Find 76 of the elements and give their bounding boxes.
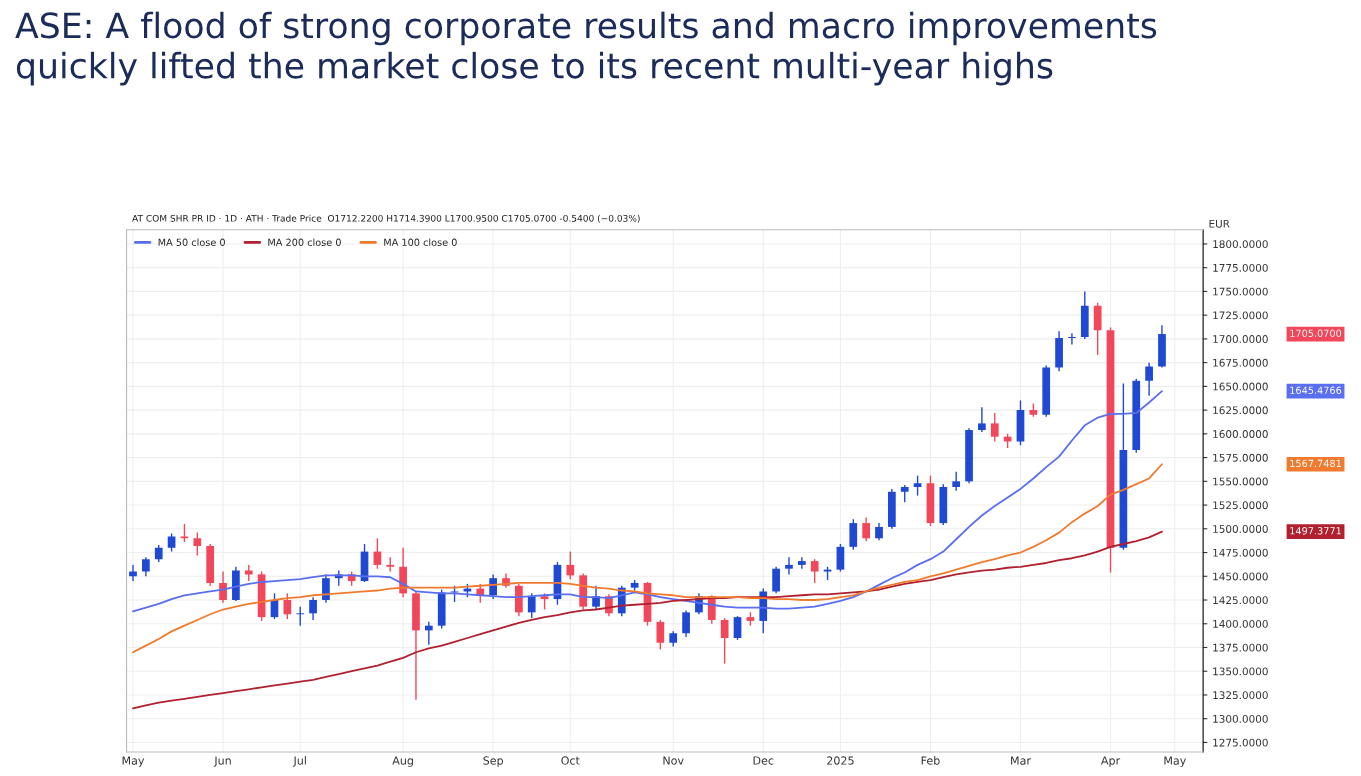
y-tick-label: 1750.0000	[1213, 287, 1268, 296]
line-series	[132, 530, 1163, 710]
x-tick-label: Feb	[921, 756, 940, 765]
y-tick-label: 1675.0000	[1213, 358, 1268, 367]
candlestick	[797, 556, 806, 570]
y-tick-label: 1800.0000	[1213, 240, 1268, 249]
candlestick	[1068, 332, 1076, 346]
candlestick	[296, 605, 305, 627]
legend-label: MA 200 close 0	[268, 238, 341, 246]
x-tick-label: Nov	[663, 756, 684, 765]
text: 1567.7481	[1290, 459, 1341, 468]
candlestick	[990, 412, 999, 443]
text: 1705.0700	[1290, 329, 1342, 337]
candlestick	[913, 474, 922, 497]
y-tick-label: 1500.0000	[1213, 525, 1268, 533]
x-tick-label: 2025	[827, 756, 854, 765]
candlestick	[283, 592, 292, 620]
candlestick	[193, 531, 202, 557]
y-tick-label: 1625.0000	[1213, 406, 1268, 415]
candlestick	[978, 406, 986, 433]
text: 1497.3771	[1290, 527, 1341, 535]
y-tick-label: 1325.0000	[1213, 691, 1268, 700]
legend-label: MA 100 close 0	[384, 238, 457, 246]
y-tick-label: 1275.0000	[1213, 738, 1268, 747]
candlestick	[1145, 361, 1153, 397]
x-tick-label: Jun	[213, 756, 231, 767]
candlestick	[733, 615, 742, 641]
candlestick	[180, 523, 189, 543]
y-tick-label: 1575.0000	[1213, 453, 1268, 462]
candlestick	[785, 556, 793, 576]
candlestick	[772, 566, 780, 595]
x-tick-label: Jul	[292, 756, 306, 767]
candlestick	[720, 617, 729, 665]
chart-subtitle: AT COM SHR PR ID · 1D · ATH · Trade Price O1712.2200 H1714.3900 L1700.9500 C1705.0700 -0.5400 (−0.03%)	[132, 214, 640, 223]
x-tick-label: May	[1164, 756, 1186, 767]
x-tick-label: May	[122, 756, 145, 767]
candlestick	[309, 596, 317, 621]
x-tick-label: Dec	[753, 756, 774, 765]
x-tick-label: Aug	[392, 756, 413, 767]
y-tick-label: 1400.0000	[1213, 619, 1268, 628]
line-series	[132, 463, 1163, 654]
y-tick-label: 1525.0000	[1213, 501, 1268, 510]
y-tick-label: 1425.0000	[1213, 596, 1268, 605]
y-tick-label: 1550.0000	[1213, 477, 1268, 486]
y-tick-label: 1475.0000	[1213, 548, 1268, 557]
candlestick	[527, 592, 536, 619]
legend-label: MA 50 close 0	[158, 238, 225, 246]
y-axis-title: EUR	[1209, 219, 1230, 228]
y-tick-label: 1725.0000	[1213, 311, 1268, 320]
y-tick-label: 1450.0000	[1213, 572, 1268, 581]
candlestick	[952, 471, 961, 492]
candlestick	[566, 550, 575, 580]
candlestick	[322, 573, 330, 604]
chart-title: ASE: A flood of strong corporate results and macro improvements quickly lifted the market close to its recent multi-year highs	[15, 11, 1157, 86]
y-tick-label: 1775.0000	[1213, 263, 1268, 272]
candlestick	[142, 556, 150, 577]
candlestick	[167, 532, 176, 553]
x-tick-label: Mar	[1011, 756, 1031, 765]
y-tick-label: 1600.0000	[1213, 430, 1268, 438]
y-tick-label: 1650.0000	[1213, 382, 1268, 391]
x-tick-label: Apr	[1100, 756, 1121, 767]
candlestick	[810, 558, 819, 584]
y-tick-label: 1350.0000	[1213, 667, 1268, 676]
candlestick	[219, 570, 227, 604]
y-tick-label: 1300.0000	[1213, 714, 1268, 723]
candlestick	[656, 619, 665, 651]
candlestick	[682, 609, 690, 638]
x-tick-label: Sep	[483, 756, 503, 767]
y-tick-label: 1700.0000	[1213, 335, 1268, 343]
text: 1645.4766	[1290, 386, 1342, 394]
y-tick-label: 1375.0000	[1213, 643, 1268, 652]
candlestick	[862, 516, 870, 542]
candlestick	[849, 518, 858, 551]
x-tick-label: Oct	[561, 756, 580, 765]
candlestick	[489, 573, 497, 600]
candlestick	[836, 543, 845, 573]
